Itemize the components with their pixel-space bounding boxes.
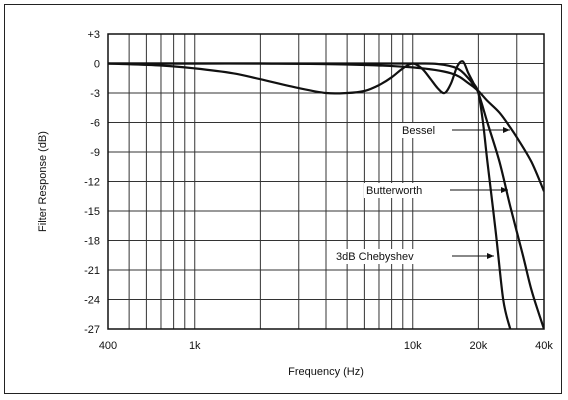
curve-label-butterworth: Butterworth (366, 185, 422, 197)
arrow-icon (503, 127, 510, 133)
curve-label-bg (400, 123, 443, 138)
label-layer: Bessel Butterworth 3dB Chebyshev (334, 123, 510, 264)
x-axis-title: Frequency (Hz) (288, 366, 364, 378)
grid-layer (108, 34, 544, 329)
y-tick-label: 0 (94, 59, 100, 71)
curve-layer (108, 60, 544, 330)
y-tick-label: -3 (90, 88, 100, 100)
y-tick-label: +3 (87, 29, 100, 41)
x-tick-label: 20k (470, 340, 488, 352)
y-tick-label: -12 (84, 177, 100, 189)
x-tick-label: 10k (404, 340, 422, 352)
y-tick-label: -24 (84, 295, 100, 307)
arrow-icon (501, 187, 508, 193)
x-tick-label: 400 (99, 340, 117, 352)
y-tick-label: -9 (90, 147, 100, 159)
series-line-3db-chebyshev (108, 60, 512, 330)
y-tick-label: -27 (84, 324, 100, 336)
y-tick-label: -21 (84, 265, 100, 277)
x-tick-label: 40k (535, 340, 553, 352)
arrow-icon (487, 253, 494, 259)
tick-layer: +3 0 -3 -6 -9 -12 -15 -18 -21 -24 -27 400 1k 10k 20k 40… (84, 29, 553, 352)
y-tick-label: -6 (90, 118, 100, 130)
y-axis-title: Filter Response (dB) (37, 131, 49, 232)
curve-label-bg (364, 183, 439, 198)
y-tick-label: -15 (84, 206, 100, 218)
y-tick-label: -18 (84, 236, 100, 248)
curve-label-bg (334, 249, 422, 264)
curve-label-bessel: Bessel (402, 125, 435, 137)
curve-label-3db-chebyshev: 3dB Chebyshev (336, 251, 414, 263)
x-tick-label: 1k (189, 340, 201, 352)
plot-border (107, 33, 545, 330)
